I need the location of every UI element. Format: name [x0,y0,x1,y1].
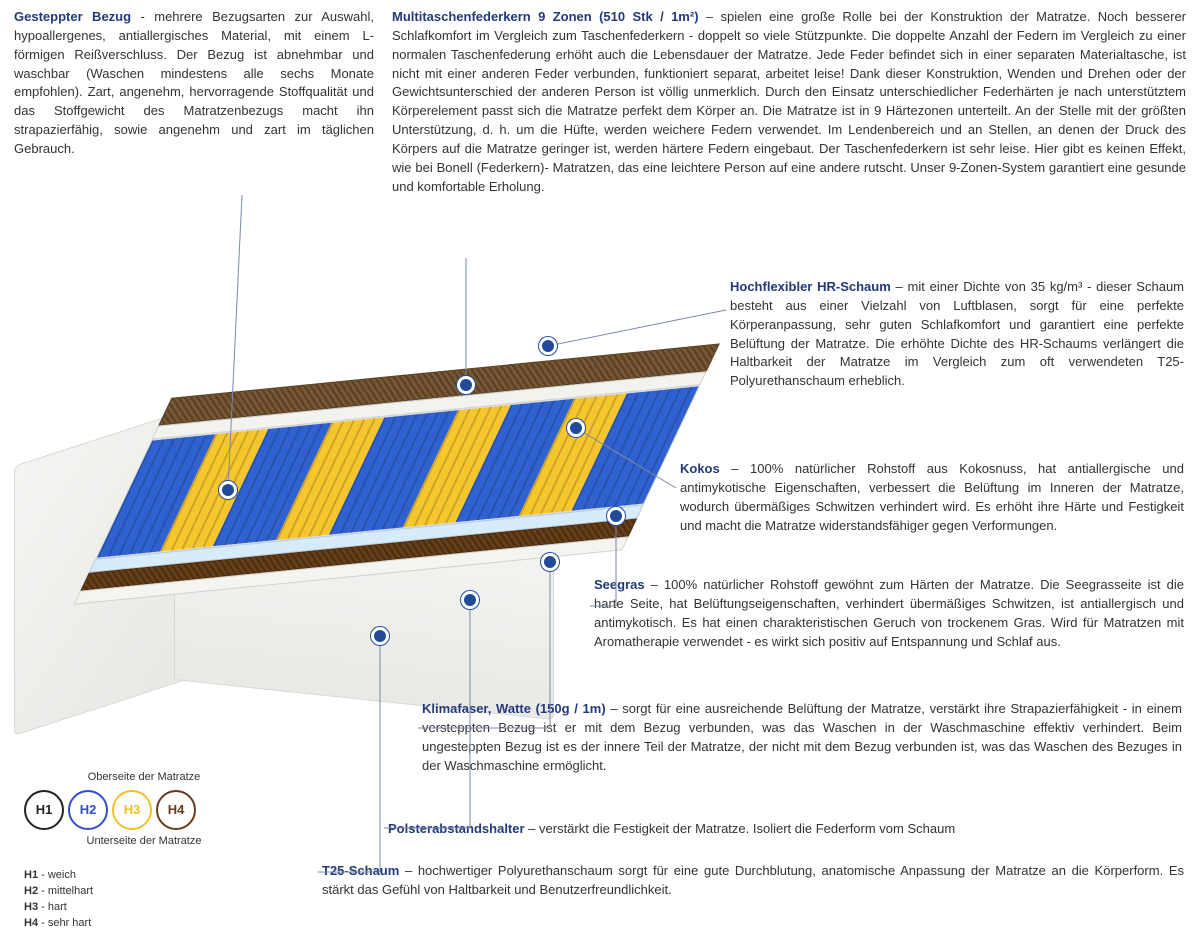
layer-body: hochwertiger Polyurethanschaum sorgt für… [322,863,1184,897]
layer-title: Kokos [680,461,720,476]
legend-top-label: Oberseite der Matratze [24,770,264,786]
layer-body: 100% natürlicher Rohstoff aus Kokosnuss,… [680,461,1184,533]
sep: - [131,9,154,24]
sep: – [606,701,623,716]
top-text-row: Gesteppter Bezug - mehrere Bezugsarten z… [0,0,1200,196]
cover-description: Gesteppter Bezug - mehrere Bezugsarten z… [14,8,374,196]
marker-klimafaser [541,553,559,571]
hardness-legend: Oberseite der Matratze H1H2H3H4 Untersei… [24,770,264,932]
hardness-item: H1 - weich [24,868,264,884]
springs-description: Multitaschenfederkern 9 Zonen (510 Stk /… [392,8,1186,196]
hardness-item: H2 - mittelhart [24,884,264,900]
layer-block-1: Kokos – 100% natürlicher Rohstoff aus Ko… [680,460,1184,535]
hardness-list: H1 - weichH2 - mittelhartH3 - hartH4 - s… [24,868,264,932]
cover-title: Gesteppter Bezug [14,9,131,24]
layer-title: Hochflexibler HR-Schaum [730,279,891,294]
layer-body: 100% natürlicher Rohstoff gewöhnt zum Hä… [594,577,1184,649]
layer-block-3: Klimafaser, Watte (150g / 1m) – sorgt fü… [422,700,1182,775]
springs-body: spielen eine große Rolle bei der Konstru… [392,9,1186,194]
hardness-badge-H2: H2 [68,790,108,830]
hardness-badge-H3: H3 [112,790,152,830]
sep: – [891,279,908,294]
sep: – [699,9,721,24]
legend-row: H1H2H3H4 [24,790,264,830]
layer-body: verstärkt die Festigkeit der Matratze. I… [539,821,955,836]
sep: – [399,863,418,878]
marker-seegras [607,507,625,525]
sep: – [720,461,750,476]
mattress-diagram [14,260,674,720]
layer-title: Seegras [594,577,645,592]
layer-block-0: Hochflexibler HR-Schaum – mit einer Dich… [730,278,1184,391]
hardness-badge-H4: H4 [156,790,196,830]
layer-title: T25-Schaum [322,863,399,878]
layer-block-4: Polsterabstandshalter – verstärkt die Fe… [388,820,1184,839]
marker-springs [457,376,475,394]
layer-title: Klimafaser, Watte (150g / 1m) [422,701,606,716]
marker-cover [219,481,237,499]
layer-block-2: Seegras – 100% natürlicher Rohstoff gewö… [594,576,1184,651]
legend-bottom-label: Unterseite der Matratze [24,834,264,850]
hardness-badge-H1: H1 [24,790,64,830]
sep: – [525,821,539,836]
layer-block-5: T25-Schaum – hochwertiger Polyurethansch… [322,862,1184,900]
hardness-item: H3 - hart [24,900,264,916]
springs-title: Multitaschenfederkern 9 Zonen (510 Stk /… [392,9,699,24]
marker-t25 [371,627,389,645]
marker-abstandshalter [461,591,479,609]
layer-title: Polsterabstandshalter [388,821,525,836]
marker-kokos [567,419,585,437]
cover-body: mehrere Bezugsarten zur Auswahl, hypoall… [14,9,374,156]
layer-body: mit einer Dichte von 35 kg/m³ - dieser S… [730,279,1184,388]
mattress [14,380,654,710]
sep: – [645,577,664,592]
marker-hr-foam [539,337,557,355]
